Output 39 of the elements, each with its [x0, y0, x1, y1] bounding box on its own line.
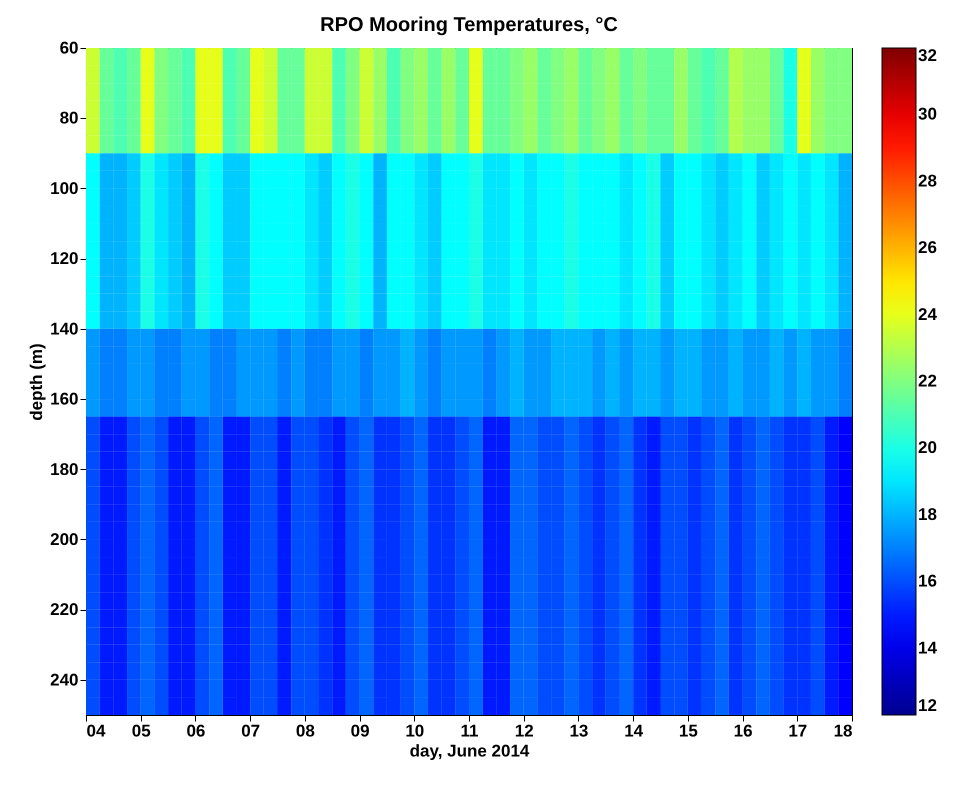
y-tick-label: 180: [50, 460, 78, 479]
y-tick-label: 140: [50, 319, 78, 338]
x-tick-label: 07: [241, 722, 260, 740]
color-bar-label: 22: [918, 372, 937, 390]
x-tick-label: 06: [186, 722, 206, 740]
x-tick-label: 13: [569, 722, 588, 740]
color-bar-label: 18: [918, 504, 937, 524]
x-tick-label: 17: [788, 722, 808, 740]
x-tick-label: 10: [405, 722, 424, 740]
y-tick-label: 60: [60, 38, 78, 58]
x-tick-label: 09: [350, 722, 370, 740]
x-tick-label: 18: [834, 722, 852, 740]
x-tick-label: 04: [86, 722, 106, 740]
x-tick-label: 12: [514, 722, 534, 740]
color-bar-label: 12: [918, 696, 937, 715]
color-bar-label: 32: [918, 46, 937, 65]
color-bar-label: 16: [918, 572, 937, 591]
x-tick-label: 15: [678, 722, 698, 740]
color-bar-label: 28: [918, 171, 937, 190]
x-tick-label: 08: [296, 722, 315, 740]
y-tick-label: 200: [50, 530, 78, 549]
y-tick-label: 120: [50, 249, 78, 268]
y-tick-label: 160: [50, 390, 78, 409]
color-bar-label: 20: [918, 438, 937, 458]
y-axis-title: depth (m): [27, 343, 46, 421]
x-tick-label: 14: [624, 722, 644, 740]
color-bar-label: 26: [918, 238, 937, 258]
x-axis-title: day, June 2014: [410, 742, 530, 760]
y-tick-label: 240: [50, 670, 78, 690]
x-tick-label: 11: [460, 722, 478, 740]
y-tick-label: 220: [50, 600, 78, 620]
color-bar-label: 30: [918, 104, 937, 124]
chart-title: RPO Mooring Temperatures, °C: [320, 14, 618, 36]
x-tick-label: 05: [132, 722, 151, 740]
color-bar-label: 24: [918, 304, 938, 324]
y-tick-label: 100: [50, 178, 78, 198]
color-bar-label: 14: [918, 638, 938, 658]
y-tick-label: 80: [60, 108, 78, 128]
x-tick-label: 16: [734, 722, 753, 740]
